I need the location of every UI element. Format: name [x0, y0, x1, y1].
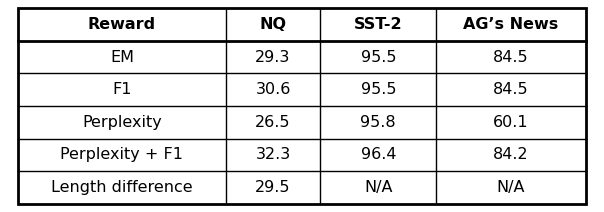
Text: 96.4: 96.4	[361, 147, 396, 162]
Text: 95.5: 95.5	[361, 50, 396, 65]
Text: EM: EM	[110, 50, 134, 65]
Text: N/A: N/A	[497, 180, 525, 195]
Text: 26.5: 26.5	[255, 115, 291, 130]
Text: 29.5: 29.5	[255, 180, 291, 195]
Text: Reward: Reward	[88, 17, 156, 32]
Text: 29.3: 29.3	[255, 50, 291, 65]
Text: 84.5: 84.5	[493, 82, 529, 97]
Text: 84.5: 84.5	[493, 50, 529, 65]
Text: 32.3: 32.3	[255, 147, 291, 162]
Text: 95.8: 95.8	[361, 115, 396, 130]
Text: NQ: NQ	[260, 17, 286, 32]
Text: 60.1: 60.1	[493, 115, 529, 130]
Text: AG’s News: AG’s News	[463, 17, 559, 32]
Text: Perplexity + F1: Perplexity + F1	[60, 147, 184, 162]
Text: F1: F1	[112, 82, 132, 97]
Text: Length difference: Length difference	[51, 180, 193, 195]
Text: 30.6: 30.6	[255, 82, 291, 97]
Text: 95.5: 95.5	[361, 82, 396, 97]
Text: 84.2: 84.2	[493, 147, 529, 162]
Text: SST-2: SST-2	[354, 17, 403, 32]
Text: N/A: N/A	[364, 180, 393, 195]
Text: Perplexity: Perplexity	[82, 115, 162, 130]
